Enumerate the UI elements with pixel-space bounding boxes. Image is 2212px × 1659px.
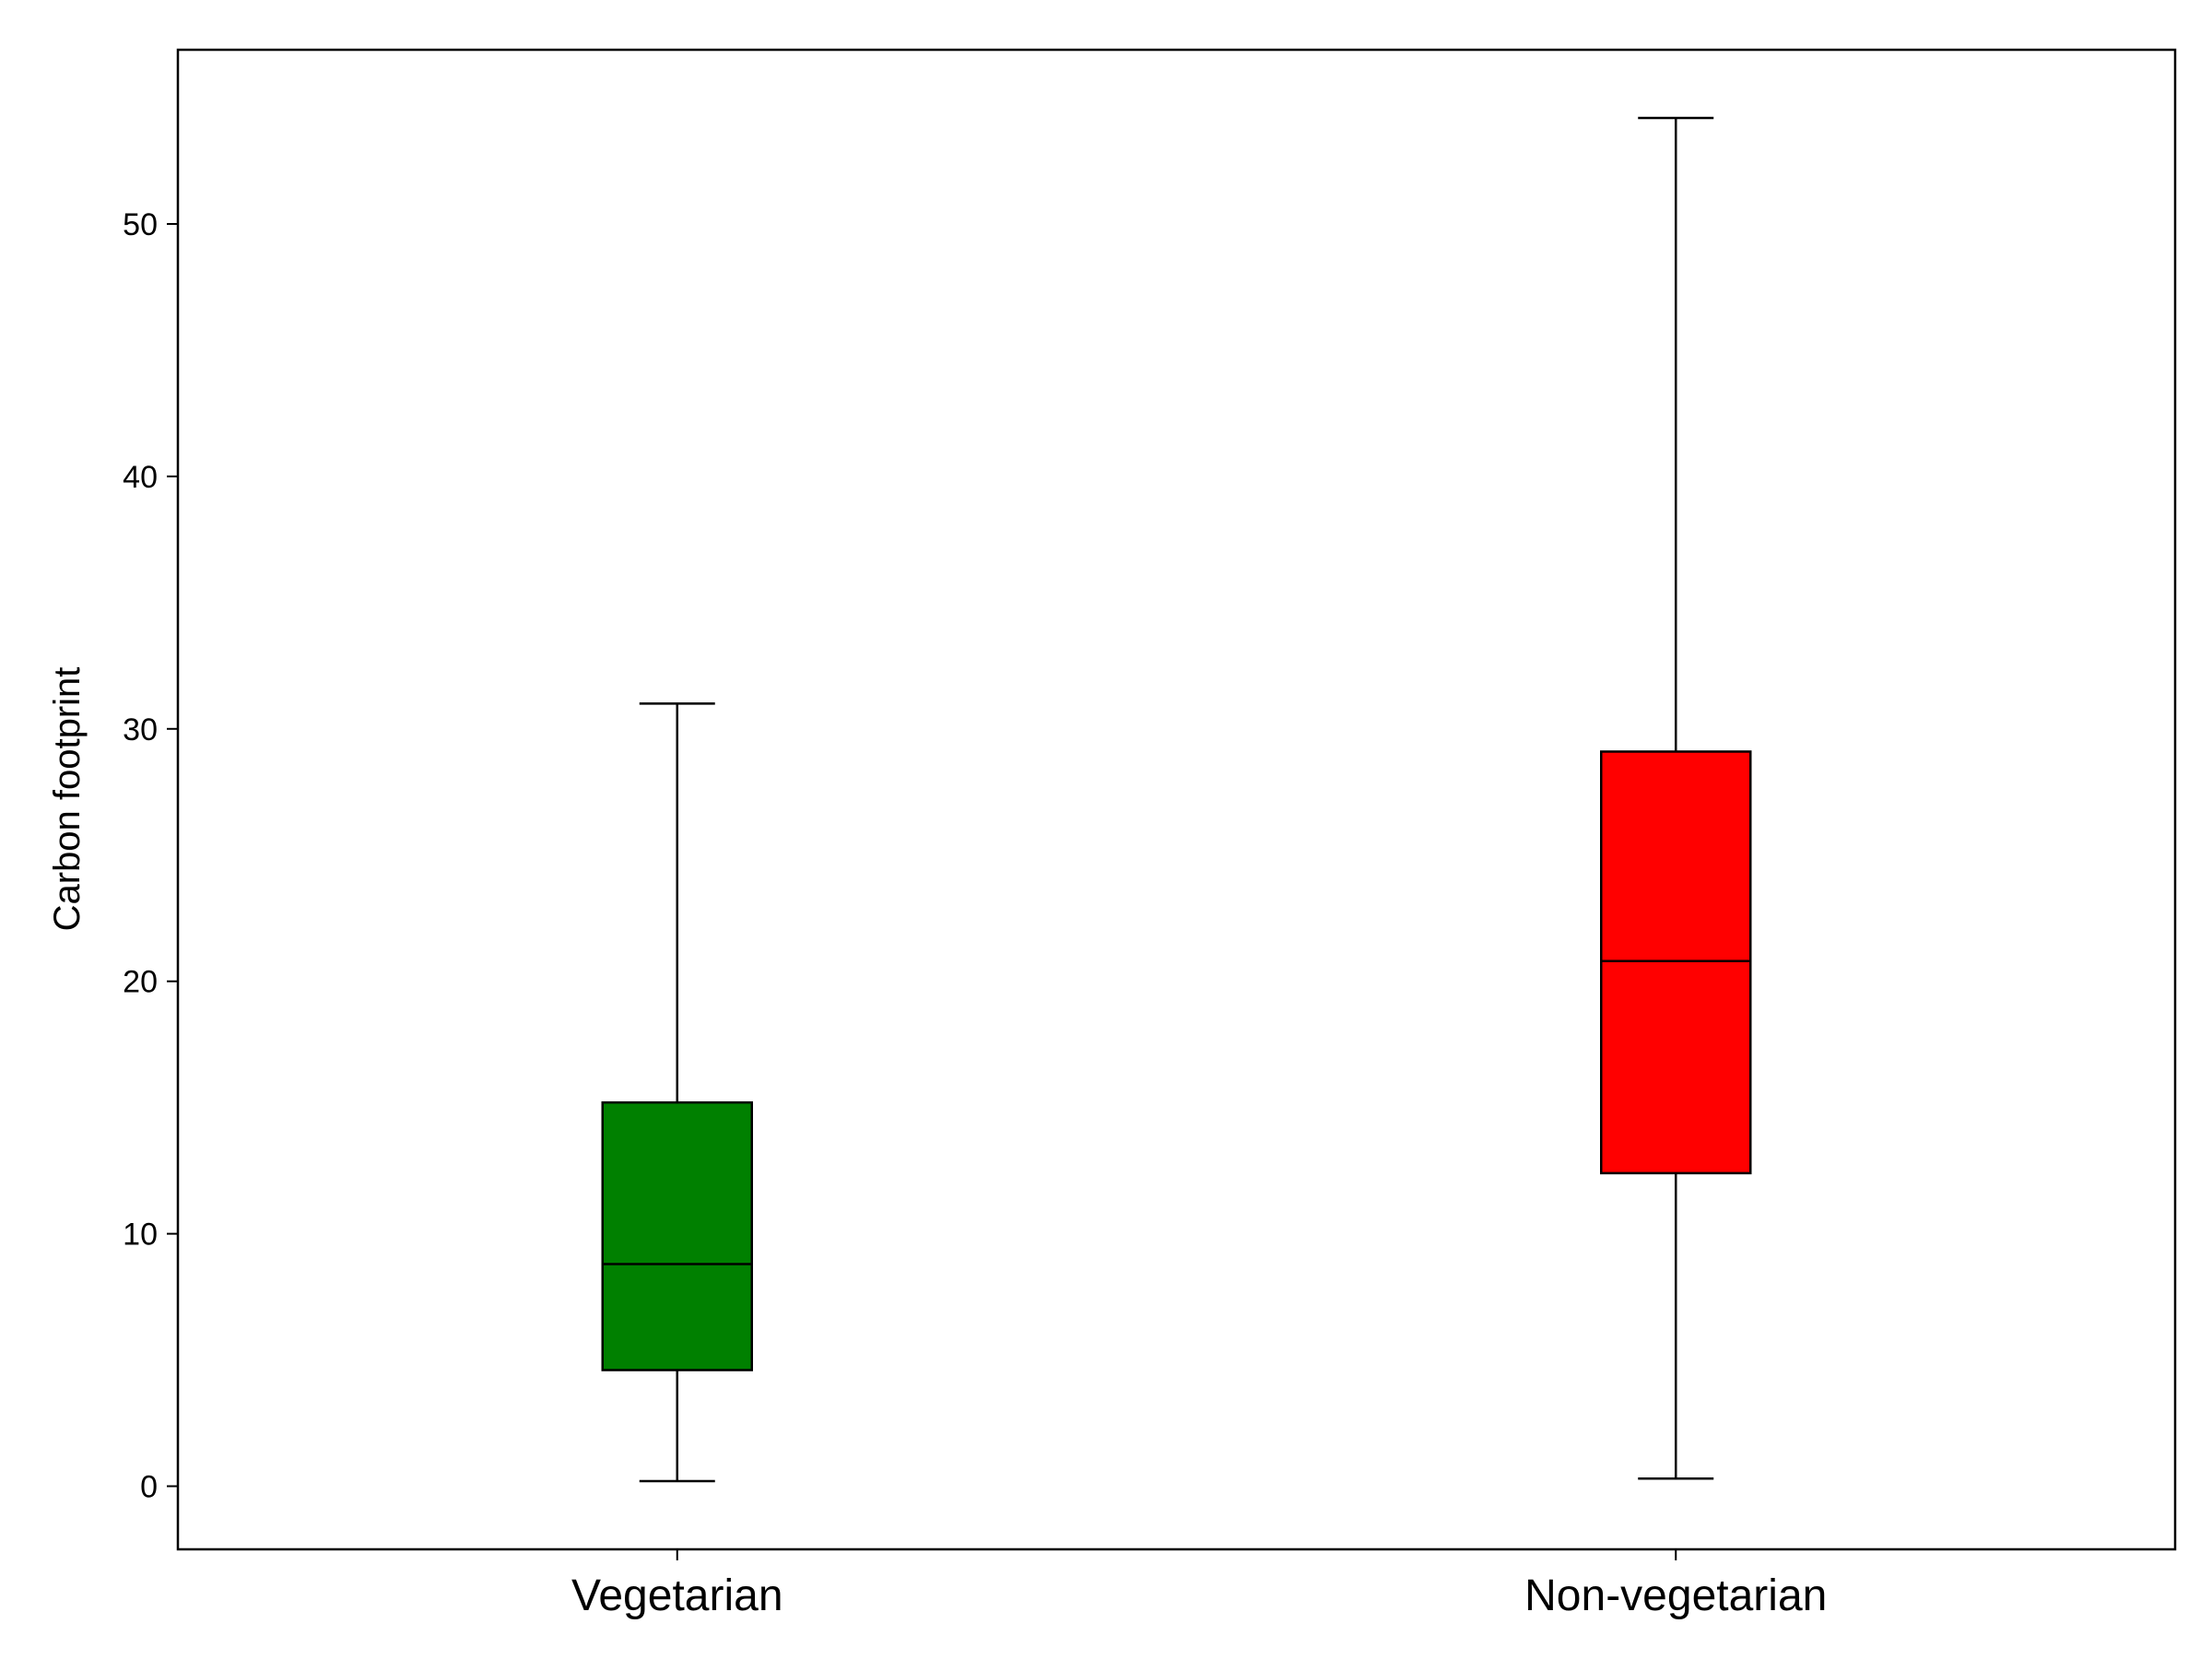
- y-tick-label: 0: [140, 1470, 158, 1505]
- y-axis: 0 10 20 30 40 50: [123, 207, 178, 1505]
- x-tick-label: Vegetarian: [571, 1571, 783, 1620]
- plot-area: [601, 116, 1752, 1483]
- y-axis-label: Carbon footprint: [47, 667, 88, 932]
- x-tick-label: Non-vegetarian: [1524, 1571, 1827, 1620]
- y-tick-label: 10: [123, 1218, 158, 1253]
- y-tick-label: 50: [123, 207, 158, 242]
- box-vegetarian: [601, 702, 753, 1483]
- iqr-box: [601, 1100, 753, 1371]
- y-tick-label: 30: [123, 712, 158, 747]
- iqr-box: [1600, 750, 1752, 1175]
- y-tick-label: 20: [123, 965, 158, 1000]
- axes-frame: [176, 48, 2177, 1551]
- x-axis: Vegetarian Non-vegetarian: [571, 1549, 1827, 1620]
- y-tick-label: 40: [123, 460, 158, 495]
- box-non-vegetarian: [1600, 116, 1752, 1480]
